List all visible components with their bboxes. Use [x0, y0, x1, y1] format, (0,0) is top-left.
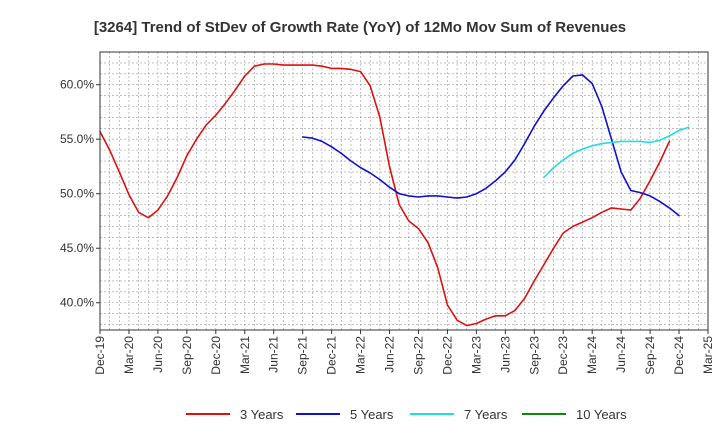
x-tick-label: Sep-20 — [180, 336, 194, 375]
x-tick-label: Dec-19 — [93, 336, 107, 375]
legend-label: 7 Years — [464, 407, 508, 422]
series-layer — [99, 63, 690, 327]
plot-area — [100, 52, 708, 330]
x-axis: Dec-19 Mar-20 Jun-20 Sep-20 Dec-20 Mar-21 Jun-… — [93, 330, 715, 375]
legend-label: 10 Years — [576, 407, 627, 422]
x-tick-label: Mar-21 — [238, 336, 252, 374]
x-tick-label: Jun-21 — [267, 336, 281, 373]
x-tick-label: Dec-22 — [440, 336, 454, 375]
x-tick-label: Mar-22 — [354, 336, 368, 374]
chart-title: [3264] Trend of StDev of Growth Rate (Yo… — [94, 19, 626, 36]
y-tick-label: 45.0% — [60, 241, 94, 255]
x-tick-label: Mar-24 — [585, 336, 599, 374]
x-tick-label: Dec-21 — [325, 336, 339, 375]
series-line-3-years — [99, 63, 671, 327]
legend-label: 3 Years — [240, 407, 284, 422]
x-tick-label: Mar-23 — [469, 336, 483, 374]
series-line-7-years — [543, 126, 690, 179]
x-tick-label: Dec-20 — [209, 336, 223, 375]
plot-frame — [99, 51, 709, 331]
y-tick-label: 55.0% — [60, 132, 94, 146]
series-line-5-years — [301, 74, 680, 217]
x-tick-label: Sep-24 — [643, 336, 657, 375]
gridlines — [100, 51, 708, 330]
x-tick-label: Jun-23 — [498, 336, 512, 373]
x-tick-label: Sep-21 — [296, 336, 310, 375]
x-tick-label: Jun-24 — [614, 336, 628, 373]
x-tick-label: Sep-22 — [411, 336, 425, 375]
y-tick-label: 40.0% — [60, 296, 94, 310]
x-tick-label: Mar-20 — [122, 336, 136, 374]
x-tick-label: Jun-20 — [151, 336, 165, 373]
y-axis: 40.0% 45.0% 50.0% 55.0% 60.0% — [60, 78, 100, 310]
y-tick-label: 50.0% — [60, 187, 94, 201]
x-tick-label: Mar-25 — [701, 336, 715, 374]
y-tick-label: 60.0% — [60, 78, 94, 92]
legend: 3 Years 5 Years 7 Years 10 Years — [186, 407, 627, 422]
legend-label: 5 Years — [350, 407, 394, 422]
x-tick-label: Dec-23 — [556, 336, 570, 375]
x-tick-label: Sep-23 — [527, 336, 541, 375]
x-tick-label: Dec-24 — [672, 336, 686, 375]
x-tick-label: Jun-22 — [383, 336, 397, 373]
